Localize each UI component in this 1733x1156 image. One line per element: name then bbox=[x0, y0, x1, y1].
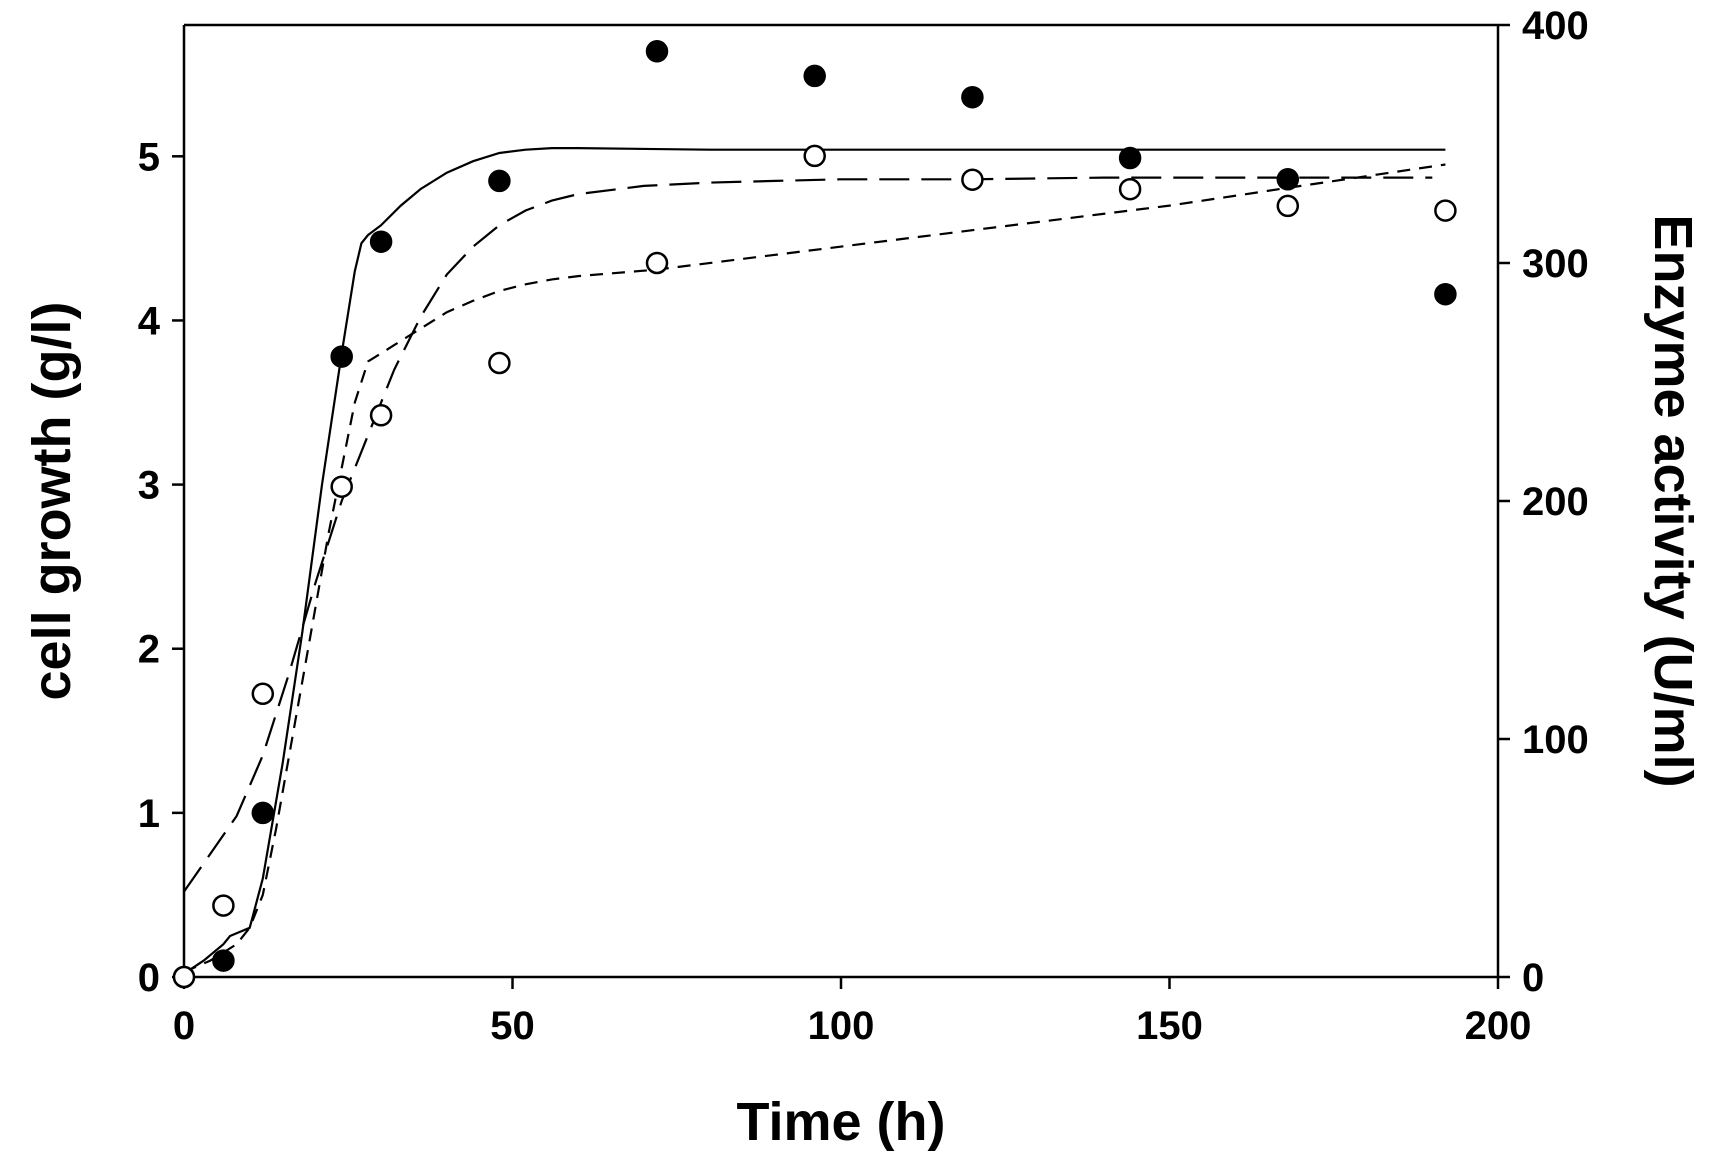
open-point-7 bbox=[803, 144, 826, 168]
open-point-4 bbox=[369, 404, 393, 427]
left-y-tick-label-1: 1 bbox=[138, 792, 160, 836]
left-y-axis-title: cell growth (g/l) bbox=[22, 302, 82, 701]
open-point-0 bbox=[172, 965, 196, 989]
filled-point-3 bbox=[330, 345, 353, 368]
left-y-tick-label-4: 4 bbox=[138, 299, 161, 343]
filled-point-2 bbox=[251, 801, 275, 825]
left-y-tick-label-0: 0 bbox=[138, 956, 160, 1000]
left-y-tick-label-2: 2 bbox=[138, 628, 160, 672]
right-y-axis-title: Enzyme activity (U/ml) bbox=[1643, 214, 1703, 787]
left-y-tick-label-5: 5 bbox=[138, 135, 160, 179]
filled-point-1 bbox=[212, 949, 235, 972]
x-axis-title: Time (h) bbox=[736, 1092, 945, 1152]
filled-point-10 bbox=[1276, 168, 1300, 191]
right-y-tick-label-100: 100 bbox=[1522, 718, 1589, 762]
open-point-9 bbox=[1118, 177, 1142, 201]
left-y-tick-label-3: 3 bbox=[138, 464, 160, 508]
x-tick-label-200: 200 bbox=[1465, 1004, 1532, 1048]
open-point-11 bbox=[1434, 199, 1457, 222]
x-tick-label-100: 100 bbox=[808, 1004, 875, 1048]
open-point-6 bbox=[645, 251, 669, 275]
open-point-3 bbox=[330, 475, 353, 498]
curves-layer bbox=[183, 147, 1446, 975]
right-y-tick-label-400: 400 bbox=[1522, 4, 1589, 48]
filled-point-7 bbox=[803, 64, 826, 88]
open-point-8 bbox=[961, 168, 984, 191]
x-tick-label-0: 0 bbox=[173, 1004, 195, 1048]
filled-point-11 bbox=[1434, 282, 1457, 306]
filled-point-5 bbox=[488, 169, 511, 193]
x-tick-label-150: 150 bbox=[1136, 1004, 1203, 1048]
open-point-1 bbox=[212, 894, 235, 917]
filled-point-4 bbox=[369, 230, 393, 253]
curve-short-dash bbox=[183, 163, 1446, 974]
filled-point-6 bbox=[645, 40, 669, 63]
curve-long-dash bbox=[183, 176, 1433, 893]
filled-point-8 bbox=[961, 85, 984, 109]
right-y-tick-label-0: 0 bbox=[1522, 956, 1544, 1000]
filled-point-9 bbox=[1118, 146, 1142, 170]
open-point-5 bbox=[488, 351, 511, 375]
points-layer bbox=[172, 40, 1457, 989]
axes-layer bbox=[172, 23, 1510, 989]
x-tick-label-50: 50 bbox=[490, 1004, 535, 1048]
open-point-10 bbox=[1276, 194, 1300, 218]
open-point-2 bbox=[251, 682, 275, 706]
right-y-tick-label-300: 300 bbox=[1522, 242, 1589, 286]
curve-solid bbox=[183, 147, 1446, 975]
right-y-tick-label-200: 200 bbox=[1522, 480, 1589, 524]
